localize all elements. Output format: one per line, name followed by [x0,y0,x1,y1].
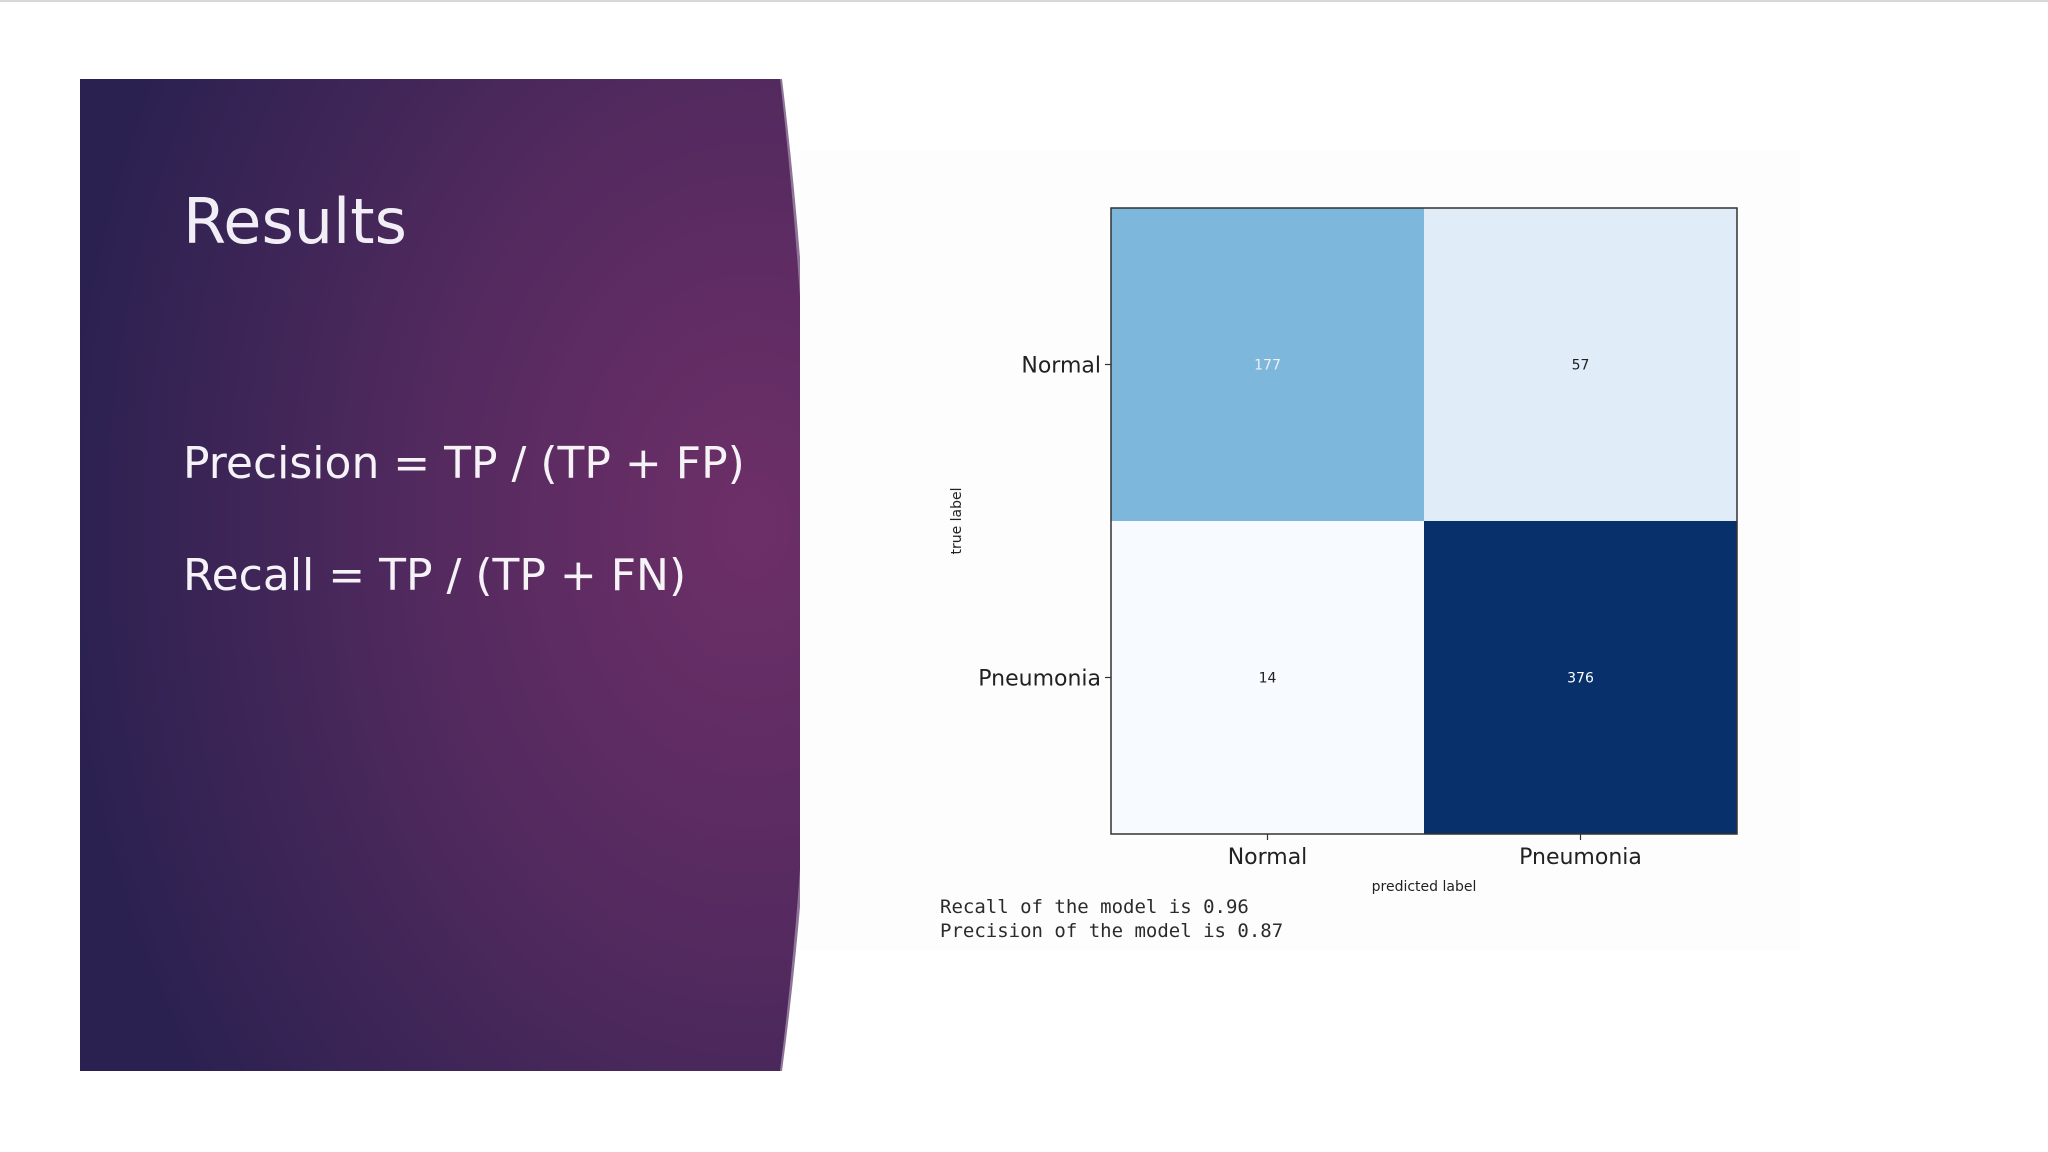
plot-frame [1110,207,1738,835]
labels: 177 57 14 376 Normal Pneumonia Normal Pneumonia… [949,354,1642,896]
heatmap-cell-1-1 [1424,521,1737,834]
y-tick-label: Normal [1021,354,1101,379]
precision-summary: Precision of the model is 0.87 [940,920,1284,942]
x-axis-label: predicted label [1372,879,1477,895]
recall-formula: Recall = TP / (TP + FN) [183,550,687,601]
heatmap-cell-1-0 [1111,521,1424,834]
x-tick-label: Normal [1228,845,1308,870]
y-tick-label: Pneumonia [978,667,1101,692]
heatmap-cell-0-0 [1111,208,1424,521]
top-border [0,0,2048,2]
cell-value-label: 177 [1254,358,1281,374]
cell-value-label: 57 [1572,358,1590,374]
slide-title: Results [183,185,407,258]
heatmap-cell-0-1 [1424,208,1737,521]
precision-formula: Precision = TP / (TP + FP) [183,438,745,489]
x-tick-label: Pneumonia [1519,845,1642,870]
cell-value-label: 376 [1567,671,1594,687]
panel-background [80,79,810,1071]
ticks [1105,363,1582,840]
cell-value-label: 14 [1259,671,1277,687]
y-axis-label: true label [949,487,965,554]
recall-summary: Recall of the model is 0.96 [940,896,1249,918]
chart-area: 177 57 14 376 Normal Pneumonia Normal Pneumonia… [800,150,1800,950]
confusion-matrix-chart: 177 57 14 376 Normal Pneumonia Normal Pneumonia… [949,207,1738,896]
heatmap-cells [1111,208,1737,834]
